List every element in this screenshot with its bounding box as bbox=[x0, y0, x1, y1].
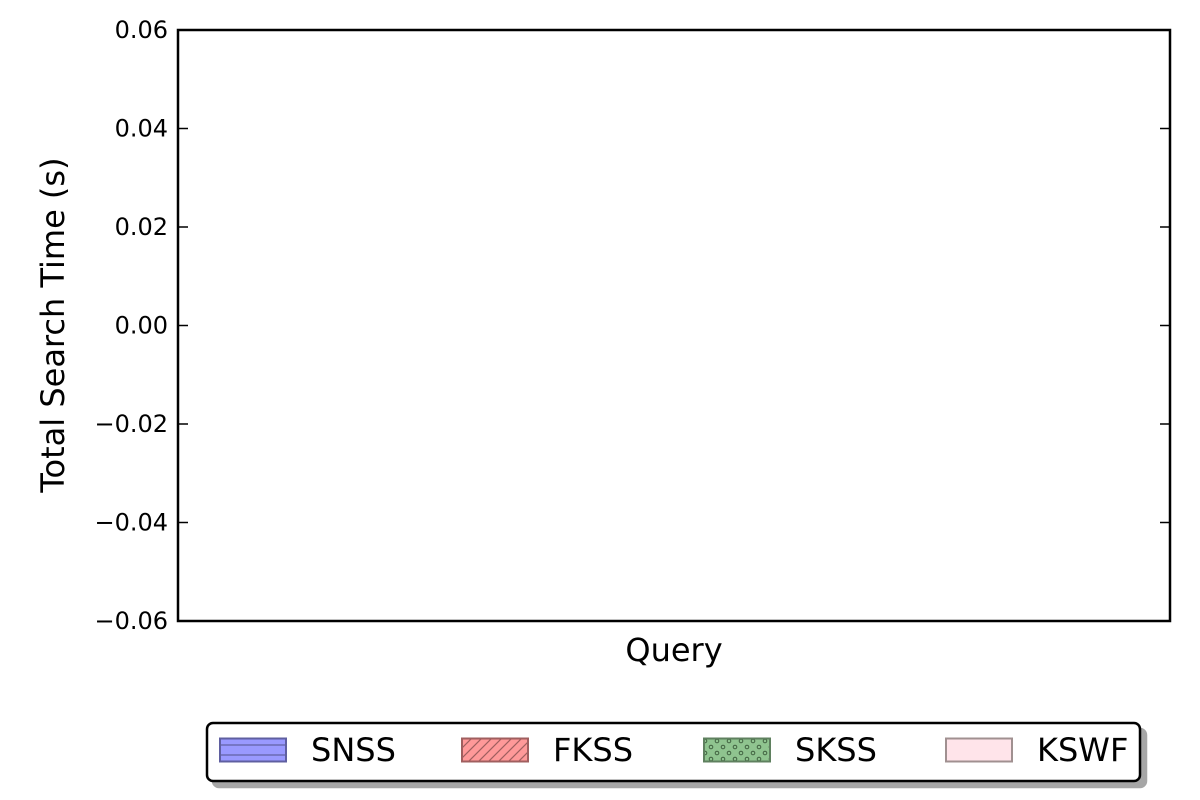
y-tick-label: −0.02 bbox=[94, 410, 168, 438]
legend-swatch-fkss bbox=[461, 737, 529, 763]
legend: SNSS FKSS SKSS KSWF bbox=[205, 721, 1142, 783]
plot-area bbox=[176, 28, 1172, 623]
y-tick-label: 0.02 bbox=[115, 213, 168, 241]
legend-label-kswf: KSWF bbox=[1037, 731, 1128, 769]
y-axis-tick-labels: −0.06 −0.04 −0.02 0.00 0.02 0.04 0.06 bbox=[94, 16, 168, 635]
legend-swatch-snss bbox=[219, 737, 287, 763]
legend-label-skss: SKSS bbox=[795, 731, 877, 769]
y-tick-label: 0.00 bbox=[115, 312, 168, 340]
legend-label-snss: SNSS bbox=[311, 731, 396, 769]
legend-box bbox=[205, 721, 1142, 783]
legend-label-fkss: FKSS bbox=[553, 731, 633, 769]
y-tick-label: −0.06 bbox=[94, 607, 168, 635]
y-tick-label: 0.04 bbox=[115, 115, 168, 143]
y-tick-label: −0.04 bbox=[94, 509, 168, 537]
y-tick-label: 0.06 bbox=[115, 16, 168, 44]
y-axis-title: Total Search Time (s) bbox=[34, 157, 72, 493]
x-axis-title: Query bbox=[625, 631, 722, 669]
legend-swatch-kswf bbox=[945, 737, 1013, 763]
legend-swatch-skss bbox=[703, 737, 771, 763]
y-axis-ticks bbox=[178, 29, 1170, 622]
